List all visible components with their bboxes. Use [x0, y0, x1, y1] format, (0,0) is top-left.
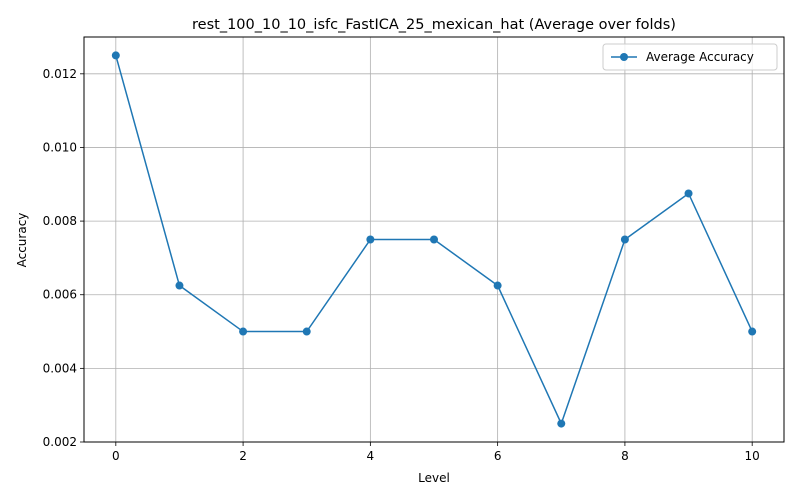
- series-layer: [111, 51, 757, 428]
- y-tick-label: 0.002: [43, 435, 77, 449]
- x-axis-label: Level: [418, 471, 450, 485]
- data-point: [493, 281, 502, 290]
- data-point: [366, 235, 375, 244]
- data-point: [748, 327, 757, 336]
- x-tick-label: 10: [745, 449, 760, 463]
- data-point: [111, 51, 120, 60]
- legend-label: Average Accuracy: [646, 50, 754, 64]
- legend-marker: [620, 53, 628, 61]
- data-point: [684, 189, 693, 198]
- plot-frame: [83, 36, 785, 443]
- x-axis: 0 2 4 6 8 10: [112, 442, 760, 463]
- x-tick-label: 2: [239, 449, 247, 463]
- legend: Average Accuracy: [602, 43, 778, 71]
- data-point: [557, 419, 566, 428]
- y-axis: 0.002 0.004 0.006 0.008 0.010 0.012: [43, 67, 84, 449]
- y-tick-label: 0.004: [43, 361, 77, 375]
- y-tick-label: 0.010: [43, 140, 77, 154]
- y-tick-label: 0.006: [43, 288, 77, 302]
- y-tick-label: 0.012: [43, 67, 77, 81]
- y-axis-label: Accuracy: [15, 213, 29, 268]
- data-point: [239, 327, 248, 336]
- data-point: [620, 235, 629, 244]
- chart-title: rest_100_10_10_isfc_FastICA_25_mexican_h…: [192, 17, 676, 33]
- data-point: [430, 235, 438, 244]
- legend-box: [602, 43, 778, 71]
- x-tick-label: 8: [621, 449, 629, 463]
- data-point: [302, 327, 311, 336]
- x-tick-label: 0: [112, 449, 120, 463]
- x-tick-label: 4: [367, 449, 375, 463]
- y-tick-label: 0.008: [43, 214, 77, 228]
- data-point: [175, 281, 184, 290]
- x-tick-label: 6: [494, 449, 502, 463]
